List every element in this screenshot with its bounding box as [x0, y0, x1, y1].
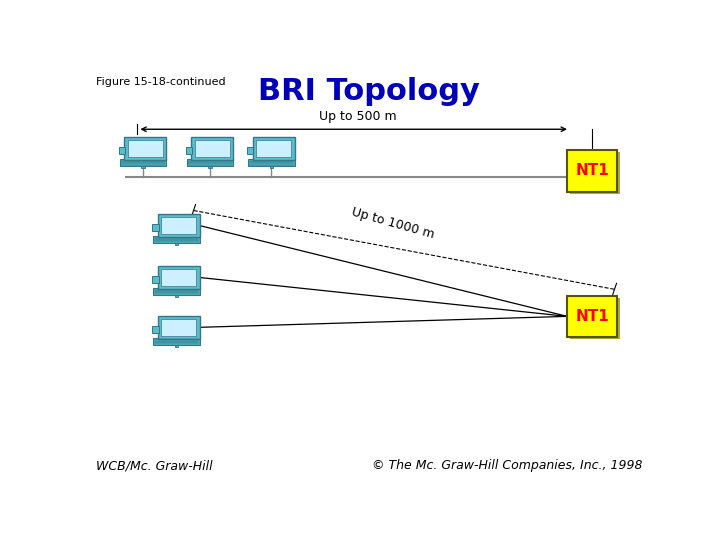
- Bar: [175, 243, 179, 245]
- Bar: [141, 166, 145, 168]
- Bar: [153, 237, 199, 243]
- Text: BRI Topology: BRI Topology: [258, 77, 480, 106]
- Bar: [570, 298, 620, 339]
- Bar: [247, 147, 253, 154]
- Bar: [175, 295, 179, 298]
- Bar: [119, 147, 125, 154]
- Bar: [128, 140, 163, 157]
- Bar: [161, 269, 197, 286]
- Text: NT1: NT1: [575, 163, 609, 178]
- Text: NT1: NT1: [575, 309, 609, 324]
- FancyBboxPatch shape: [158, 214, 199, 237]
- Bar: [256, 140, 291, 157]
- Bar: [120, 159, 166, 166]
- Bar: [208, 166, 212, 168]
- FancyBboxPatch shape: [253, 137, 294, 160]
- Bar: [153, 288, 199, 295]
- Bar: [152, 326, 158, 333]
- Bar: [567, 150, 617, 192]
- Bar: [175, 345, 179, 347]
- FancyBboxPatch shape: [158, 266, 199, 289]
- Text: Figure 15-18-continued: Figure 15-18-continued: [96, 77, 225, 87]
- Bar: [161, 217, 197, 234]
- Text: Up to 1000 m: Up to 1000 m: [350, 206, 436, 241]
- Bar: [152, 276, 158, 283]
- Text: © The Mc. Graw-Hill Companies, Inc., 1998: © The Mc. Graw-Hill Companies, Inc., 199…: [372, 460, 642, 472]
- Bar: [186, 159, 233, 166]
- Bar: [152, 225, 158, 231]
- Bar: [186, 147, 192, 154]
- FancyBboxPatch shape: [192, 137, 233, 160]
- FancyBboxPatch shape: [125, 137, 166, 160]
- Bar: [248, 159, 294, 166]
- FancyBboxPatch shape: [158, 316, 199, 339]
- Bar: [153, 338, 199, 345]
- Bar: [195, 140, 230, 157]
- Bar: [269, 166, 273, 168]
- Bar: [161, 319, 197, 336]
- Bar: [567, 295, 617, 337]
- Text: WCB/Mc. Graw-Hill: WCB/Mc. Graw-Hill: [96, 460, 212, 472]
- Bar: [570, 152, 620, 194]
- Text: Up to 500 m: Up to 500 m: [319, 110, 397, 123]
